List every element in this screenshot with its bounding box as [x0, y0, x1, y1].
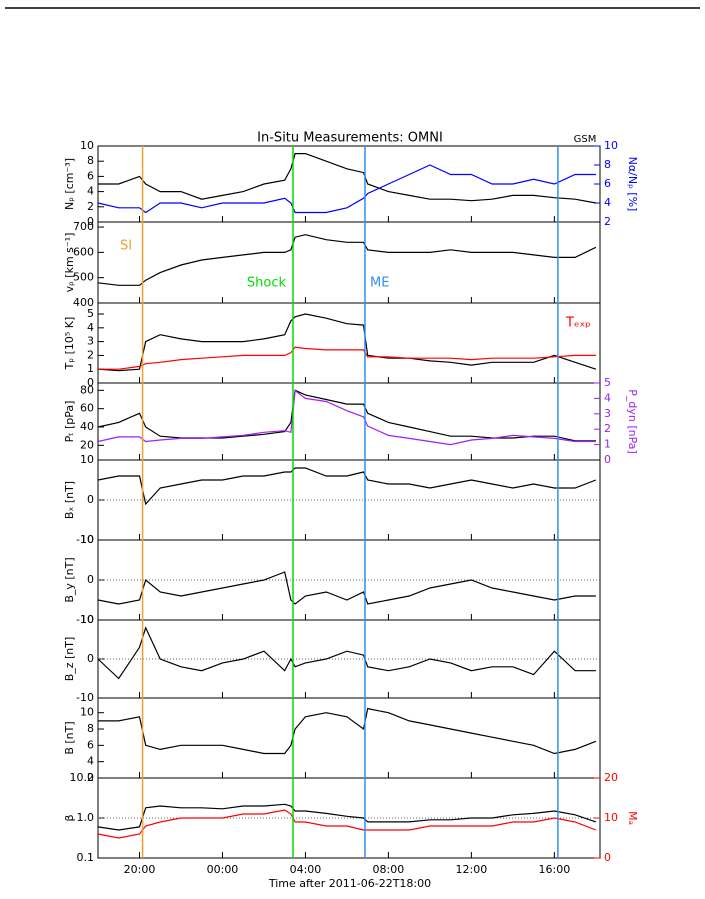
y-tick-label: 4 [87, 755, 94, 768]
data-line [97, 571, 596, 605]
y-tick-label: 3 [87, 335, 94, 348]
y2-axis-label: Nα/Nₚ [%] [626, 157, 639, 212]
y-tick-label: 0 [87, 493, 94, 506]
y-tick-label: 10 [80, 706, 94, 719]
y2-tick-label: 2 [604, 422, 611, 435]
y-tick-label: 0 [87, 652, 94, 665]
y-tick-label: 4 [87, 185, 94, 198]
y-tick-label: 1 [87, 362, 94, 375]
y-tick-label: 6 [87, 169, 94, 182]
y-axis-label: Pₜ [pPa] [63, 401, 76, 443]
data-line [97, 389, 596, 446]
y-tick-label: 8 [87, 722, 94, 735]
y2-tick-label: 4 [604, 391, 611, 404]
y2-tick-label: 1 [604, 438, 611, 451]
data-line [98, 707, 597, 755]
x-tick-label: 12:00 [456, 863, 488, 876]
y-tick-label: 40 [80, 420, 94, 433]
y2-tick-label: 8 [604, 158, 611, 171]
y-tick-label: 10.0 [70, 771, 95, 784]
x-axis-label: Time after 2011-06-22T18:00 [268, 877, 431, 890]
y-tick-label: 0 [87, 573, 94, 586]
data-line [98, 346, 596, 370]
y2-tick-label: 2 [604, 215, 611, 228]
event-label: SI [120, 239, 132, 254]
y-tick-label: 6 [87, 738, 94, 751]
y-tick-label: 600 [73, 245, 94, 258]
y2-tick-label: 4 [604, 196, 611, 209]
y-tick-label: 4 [87, 321, 94, 334]
y-tick-label: 8 [87, 154, 94, 167]
event-label: ME [370, 276, 389, 291]
y-tick-label: 2 [87, 348, 94, 361]
y2-axis-label: Mₐ [626, 811, 639, 825]
y-axis-label: Nₚ [cm⁻³] [63, 158, 76, 210]
y-tick-label: 1.0 [77, 811, 95, 824]
y-tick-label: -10 [76, 691, 94, 704]
y-tick-label: 10 [80, 613, 94, 626]
y-tick-label: 60 [80, 402, 94, 415]
y-tick-label: 0 [87, 376, 94, 389]
y-axis-label: Bₓ [nT] [63, 481, 76, 519]
x-tick-label: 08:00 [373, 863, 405, 876]
panel-frame [97, 382, 601, 461]
x-tick-label: 00:00 [207, 863, 239, 876]
legend-label: Tₑₓₚ [565, 316, 591, 331]
data-line [97, 164, 596, 214]
y2-tick-label: 20 [604, 771, 618, 784]
y-tick-label: 80 [80, 383, 94, 396]
y-tick-label: -10 [76, 533, 94, 546]
panel-frame [97, 221, 601, 304]
x-tick-label: 16:00 [539, 863, 571, 876]
y-tick-label: 700 [73, 220, 94, 233]
data-line [97, 626, 596, 680]
y-tick-label: 10 [80, 533, 94, 546]
x-tick-label: 20:00 [124, 863, 156, 876]
y-tick-label: -10 [76, 613, 94, 626]
y2-tick-label: 5 [604, 376, 611, 389]
data-line [97, 389, 596, 442]
y-tick-label: 2 [87, 771, 94, 784]
y-axis-label: vₚ [km s⁻¹] [63, 233, 76, 293]
y-tick-label: 10 [80, 453, 94, 466]
y-axis-label: B_y [nT] [63, 557, 76, 602]
y-tick-label: 10 [80, 139, 94, 152]
y2-tick-label: 10 [604, 811, 618, 824]
data-line [97, 803, 597, 831]
y-tick-label: 500 [73, 271, 94, 284]
y2-tick-label: 10 [604, 139, 618, 152]
y-tick-label: 2 [87, 200, 94, 213]
y-axis-label: B_z [nT] [63, 637, 76, 682]
figure-title: In-Situ Measurements: OMNI [257, 131, 443, 146]
panel-frame [97, 697, 601, 779]
y-tick-label: 5 [87, 307, 94, 320]
data-line [98, 153, 597, 204]
data-line [97, 234, 597, 286]
panel-frame [97, 302, 601, 384]
x-tick-label: 04:00 [290, 863, 322, 876]
y2-tick-label: 0 [604, 453, 611, 466]
y2-tick-label: 3 [604, 407, 611, 420]
data-line [97, 313, 597, 372]
y2-tick-label: 6 [604, 177, 611, 190]
y-tick-label: 400 [73, 296, 94, 309]
y-tick-label: 0 [87, 215, 94, 228]
y2-axis-label: P_dyn [nPa] [626, 389, 639, 454]
panel-frame [97, 145, 601, 223]
y-axis-label: Tₚ [10⁵ K] [63, 317, 76, 371]
data-line [97, 467, 597, 506]
y-tick-label: 0.1 [77, 851, 95, 864]
data-line [97, 809, 597, 839]
corner-label: GSM [574, 134, 597, 145]
event-label: Shock [247, 276, 287, 291]
y-axis-label: B [nT] [63, 721, 76, 754]
y-axis-label: β [63, 814, 76, 821]
y-tick-label: 20 [80, 438, 94, 451]
y2-tick-label: 0 [604, 851, 611, 864]
